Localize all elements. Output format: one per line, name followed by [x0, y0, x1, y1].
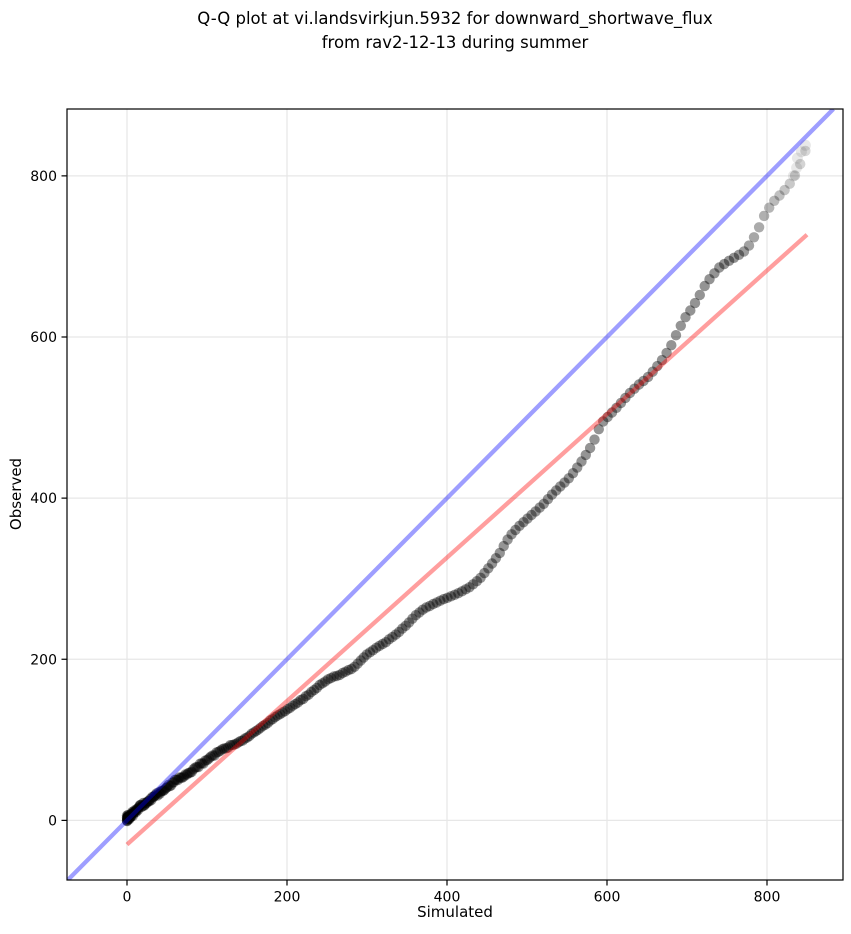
- plot-border: [66, 108, 844, 881]
- x-axis-label: Simulated: [417, 903, 493, 921]
- chart-title-line-2: from rav2-12-13 during summer: [321, 33, 589, 52]
- scatter-points: [121, 145, 811, 827]
- y-tick-label: 600: [30, 330, 57, 346]
- y-tick-label: 200: [30, 652, 57, 668]
- x-tick-label: 0: [123, 890, 132, 906]
- x-tick-label: 200: [274, 890, 301, 906]
- x-tick-label: 400: [434, 890, 461, 906]
- axis-ticks: [61, 175, 768, 886]
- chart-title-line-1: Q-Q plot at vi.landsvirkjun.5932 for dow…: [197, 9, 713, 28]
- y-axis-label: Observed: [7, 457, 25, 531]
- gridlines: [67, 109, 843, 880]
- y-tick-label: 0: [48, 813, 57, 829]
- y-tick-label: 800: [30, 169, 57, 185]
- chart-title: Q-Q plot at vi.landsvirkjun.5932 for dow…: [67, 7, 843, 55]
- x-tick-label: 600: [594, 890, 621, 906]
- y-tick-label: 400: [30, 491, 57, 507]
- scatter-ghost-points: [787, 139, 811, 182]
- identity-line: [67, 109, 835, 880]
- regression-line: [125, 233, 809, 847]
- x-tick-label: 800: [754, 890, 781, 906]
- axis-tick-labels: 0 200 400 600 800 0 200 400 600 800: [30, 169, 780, 906]
